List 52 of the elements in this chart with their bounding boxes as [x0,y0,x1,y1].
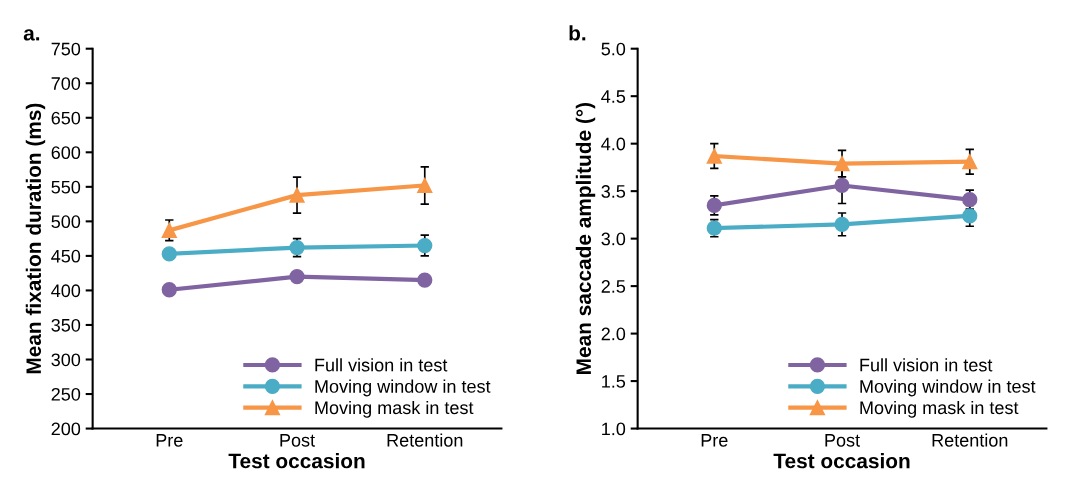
y-axis-title: Mean saccade amplitude (°) [575,102,596,374]
y-tick-label: 5.0 [601,42,626,56]
point [834,155,850,172]
x-axis-title: Test occasion [773,453,910,469]
y-tick-label: 400 [51,284,81,298]
point [417,272,433,288]
y-tick-label: 300 [51,353,81,367]
legend-label: Moving mask in test [315,400,474,418]
x-tick-label: Post [280,434,315,447]
legend-label: Full vision in test [860,358,993,372]
point [161,246,177,262]
y-tick-label: 4.5 [601,90,626,103]
y-tick-label: 750 [51,42,81,56]
y-tick-label: 550 [51,180,81,194]
point [289,268,305,285]
chart-title: a. [23,29,40,41]
y-tick-label: 3.5 [601,185,626,198]
y-tick-label: 350 [51,318,81,332]
chart-title: b. [569,25,586,41]
legend-label: Moving window in test [860,379,1036,397]
legend-label: Moving window in test [315,379,491,397]
x-tick-label: Pre [701,434,728,447]
y-tick-label: 2.5 [601,280,626,293]
x-axis-title: Test occasion [228,453,365,469]
point [417,177,433,194]
x-tick-label: Pre [156,434,183,447]
x-tick-label: Retention [932,433,1008,447]
point [161,222,177,238]
point [962,154,978,170]
y-tick-label: 700 [51,77,81,90]
y-tick-label: 200 [51,422,81,436]
point [161,282,177,298]
point [289,187,305,203]
y-tick-label: 500 [51,215,81,229]
y-tick-label: 3.0 [601,232,626,246]
point [834,177,850,194]
y-tick-label: 650 [51,111,81,125]
x-tick-label: Retention [387,433,463,447]
y-axis-title: Mean fixation duration (ms) [25,103,46,374]
y-tick-label: 250 [51,387,81,401]
point [834,216,850,233]
legend-label: Moving mask in test [860,400,1019,418]
y-tick-label: 1.0 [602,422,626,436]
y-tick-label: 600 [51,146,81,160]
y-tick-label: 450 [51,249,81,263]
legend-label: Full vision in test [315,358,448,372]
x-tick-label: Post [825,434,860,447]
y-tick-label: 4.0 [601,137,626,151]
y-tick-label: 2.0 [601,327,626,341]
point [962,208,978,224]
point [706,148,722,164]
y-tick-label: 1.5 [602,375,626,388]
